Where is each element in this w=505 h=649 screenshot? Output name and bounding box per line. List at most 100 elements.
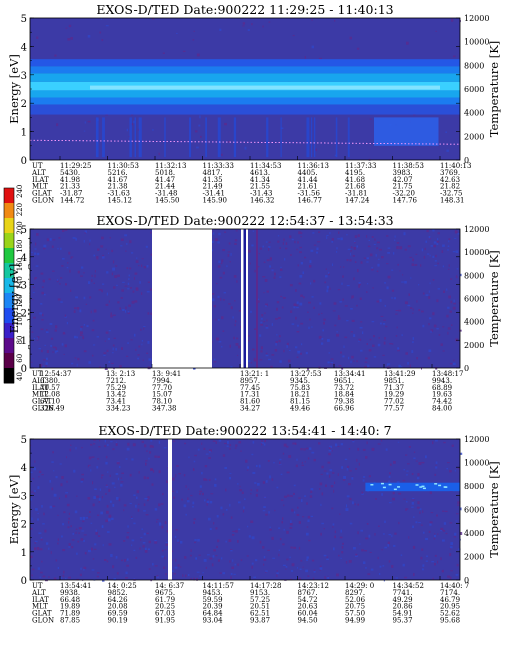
band-highlight [444,486,448,488]
spike [189,117,192,158]
cell-value: 21.33 [60,183,80,191]
cell-value: 9153. [250,589,270,597]
spectrogram-background [30,439,460,580]
cell-value: 13: 2:13 [106,370,135,378]
spike [205,117,207,158]
cell-value: 84.00 [432,405,452,413]
cell-value: 4817. [203,169,223,177]
data-gap [241,229,244,368]
y-tick-label: 1 [21,128,27,139]
cell-value: 87.85 [60,617,80,625]
band-highlight [90,85,440,90]
color-bar-tick: 120 [16,294,24,307]
y2-axis-label: Temperature [K] [487,461,501,558]
cell-value: -31.41 [203,190,225,198]
cell-value: 19.63 [432,391,452,399]
cell-value: 42.63 [440,176,460,184]
y2-tick-label: 2000 [464,341,484,350]
color-bar-segment [4,263,14,279]
y2-tick-label: 8000 [464,61,484,70]
cell-value: 9453. [203,589,223,597]
row-label: UT [32,162,43,170]
cell-value: 14:17:28 [250,582,281,590]
y-tick-label: 2 [21,99,27,110]
row-label: GLON [32,617,54,625]
data-gap [152,229,212,368]
band-highlight [422,487,426,490]
cell-value: 20.95 [440,603,460,611]
cell-value: 11:30:53 [108,162,139,170]
cell-value: 71.89 [60,610,80,618]
band-highlight [421,485,425,488]
y-tick-label: 0 [21,576,27,587]
cell-value: 7741. [393,589,413,597]
y-tick-label: 2 [21,520,27,531]
cell-value: -31.48 [155,190,177,198]
row-label: GLAT [32,610,52,618]
y-tick-label: 4 [21,42,27,53]
cell-value: 73.41 [106,398,126,406]
row-label: ALT [31,589,46,597]
cell-value: 145.12 [108,197,133,205]
spike [233,117,237,158]
cell-value: -31.43 [250,190,272,198]
spike [335,117,338,158]
spike [129,117,132,158]
color-bar-tick: 140 [16,276,24,289]
cell-value: 13:21: 1 [240,370,269,378]
spike [280,117,282,158]
cell-value: 20.86 [393,603,414,611]
cell-value: 11:38:53 [393,162,424,170]
energy-band [30,66,460,74]
cell-value: 15.07 [152,391,172,399]
cell-value: -32.75 [440,190,462,198]
cell-value: 21.49 [203,183,223,191]
cell-value: 4613. [250,169,270,177]
spike [310,117,313,158]
cell-value: 347.38 [152,405,177,413]
cell-value: 75.83 [290,384,310,392]
cell-value: 20.25 [155,603,175,611]
cell-value: 7174. [440,589,460,597]
cell-value: 11:33:33 [203,162,234,170]
y-tick-label: 4 [21,253,27,264]
cell-value: -31.63 [108,190,130,198]
y-tick-label: 5 [21,14,27,25]
cell-value: 3983. [393,169,413,177]
cell-value: 41.34 [250,176,271,184]
cell-value: 146.32 [250,197,275,205]
cell-value: 79.38 [334,398,354,406]
y-tick-label: 3 [21,491,27,502]
color-bar-tick: 220 [16,203,24,216]
row-label: MLT [32,183,48,191]
y-tick-label: 5 [21,435,27,446]
spike [138,117,142,158]
row-label: ALT [31,169,46,177]
cell-value: 17.31 [240,391,260,399]
cell-value: 20.08 [108,603,128,611]
cell-value: 334.23 [106,405,131,413]
cell-value: 4405. [298,169,318,177]
cell-value: 8297. [345,589,365,597]
cell-value: 9675. [155,589,175,597]
spike [306,117,310,158]
y2-tick-label: 0 [464,576,469,585]
band-highlight [397,486,401,488]
cell-value: 34.27 [240,405,260,413]
cell-value: 13:41:29 [384,370,415,378]
cell-value: 66.48 [60,596,80,604]
cell-value: 62.51 [250,610,270,618]
cell-value: 54.91 [393,610,413,618]
cell-value: 71.37 [384,384,404,392]
cell-value: 14: 6:37 [155,582,184,590]
cell-value: 13:48:17 [432,370,463,378]
spike [347,117,350,158]
y2-axis-label: Temperature [K] [487,250,501,347]
cell-value: 49.46 [290,405,311,413]
cell-value: 77.57 [384,405,404,413]
spike [266,117,269,158]
y2-tick-label: 0 [464,156,469,165]
cell-value: 20.75 [345,603,365,611]
y2-tick-label: 12000 [464,14,489,23]
